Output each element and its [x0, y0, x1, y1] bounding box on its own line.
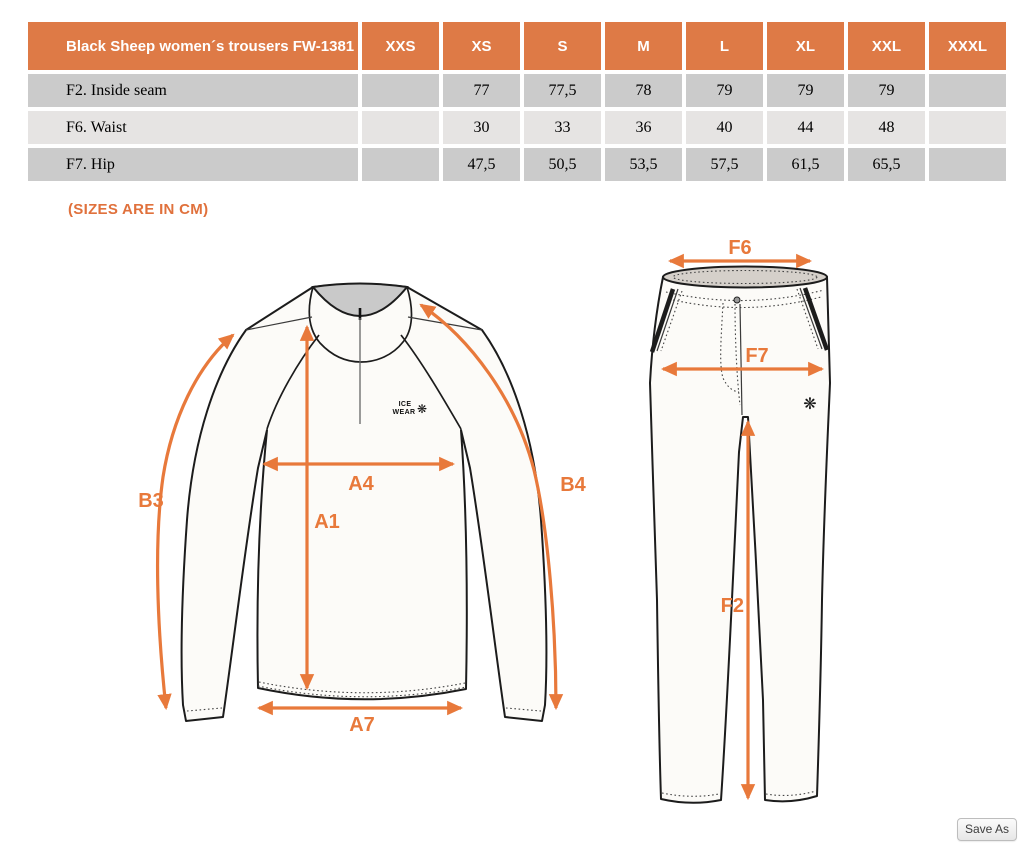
column-header-xs: XS: [443, 22, 520, 70]
snowflake-icon: ❋: [803, 396, 816, 413]
table-row: F6. Waist 30 33 36 40 44 48: [28, 111, 1006, 144]
hem-stitch-left-leg: [661, 792, 720, 797]
row-label: F6. Waist: [28, 111, 358, 144]
table-cell: [929, 74, 1006, 107]
pocket-right: [802, 287, 830, 351]
measure-arrow-b3: [155, 333, 235, 711]
measure-label-a1: A1: [314, 511, 340, 533]
table-cell: [362, 111, 439, 144]
measure-label-b4: B4: [560, 474, 586, 496]
table-cell: 53,5: [605, 148, 682, 181]
table-cell: 79: [848, 74, 925, 107]
table-cell: 77,5: [524, 74, 601, 107]
waist-opening-stitch: [672, 269, 818, 285]
hem-stitch-2: [257, 685, 467, 698]
table-cell: 33: [524, 111, 601, 144]
save-as-button[interactable]: Save As: [957, 818, 1017, 841]
row-label: F2. Inside seam: [28, 74, 358, 107]
table-cell: [929, 111, 1006, 144]
table-cell: 40: [686, 111, 763, 144]
table-cell: 77: [443, 74, 520, 107]
table-cell: 78: [605, 74, 682, 107]
table-cell: 65,5: [848, 148, 925, 181]
measure-arrow-b4: [419, 303, 564, 711]
table-cell: 47,5: [443, 148, 520, 181]
column-header-xl: XL: [767, 22, 844, 70]
trousers-outline: [649, 268, 831, 804]
snowflake-icon: ❋: [417, 402, 427, 416]
measure-label-b3: B3: [138, 490, 164, 512]
measure-label-a4: A4: [348, 473, 374, 495]
column-header-m: M: [605, 22, 682, 70]
size-table: Black Sheep women´s trousers FW-1381 XXS X…: [24, 18, 1010, 185]
pocket-left-edge: [656, 288, 679, 352]
measure-label-f7: F7: [745, 345, 768, 367]
table-cell: 61,5: [767, 148, 844, 181]
logo-text-ice: ICE: [399, 401, 412, 408]
sizes-note: (SIZES ARE IN CM): [68, 201, 209, 218]
table-cell: [362, 74, 439, 107]
trousers-diagram: ❋ F6 F7 F2: [649, 237, 831, 804]
table-cell: 44: [767, 111, 844, 144]
shirt-outline: [180, 283, 548, 722]
table-row: F2. Inside seam 77 77,5 78 79 79 79: [28, 74, 1006, 107]
pocket-right-edge: [799, 287, 823, 350]
table-cell: 30: [443, 111, 520, 144]
table-cell: 36: [605, 111, 682, 144]
shoulder-seam-left: [245, 316, 313, 331]
waist-opening: [662, 265, 828, 289]
waistband-stitch-2: [668, 296, 822, 309]
row-label: F7. Hip: [28, 148, 358, 181]
logo-text-wear: WEAR: [393, 409, 416, 416]
front-seam: [739, 303, 743, 416]
table-title: Black Sheep women´s trousers FW-1381: [28, 22, 358, 70]
measure-label-f6: F6: [728, 237, 751, 259]
measure-label-a7: A7: [349, 714, 375, 736]
measure-label-f2: F2: [721, 595, 744, 617]
column-header-xxl: XXL: [848, 22, 925, 70]
table-cell: 48: [848, 111, 925, 144]
shirt-diagram: ICE WEAR ❋ B3 A4 A1 B4 A7: [138, 282, 587, 736]
table-cell: 79: [686, 74, 763, 107]
table-cell: 57,5: [686, 148, 763, 181]
table-row: F7. Hip 47,5 50,5 53,5 57,5 61,5 65,5: [28, 148, 1006, 181]
hem-stitch-right-leg: [765, 790, 817, 797]
column-header-xxs: XXS: [362, 22, 439, 70]
column-header-s: S: [524, 22, 601, 70]
column-header-l: L: [686, 22, 763, 70]
table-cell: [929, 148, 1006, 181]
pocket-left: [649, 288, 676, 353]
column-header-xxxl: XXXL: [929, 22, 1006, 70]
table-cell: [362, 148, 439, 181]
waist-button: [733, 296, 741, 304]
fly-stitch: [734, 303, 741, 406]
shirt-collar-opening: [311, 282, 409, 317]
table-cell: 50,5: [524, 148, 601, 181]
table-cell: 79: [767, 74, 844, 107]
